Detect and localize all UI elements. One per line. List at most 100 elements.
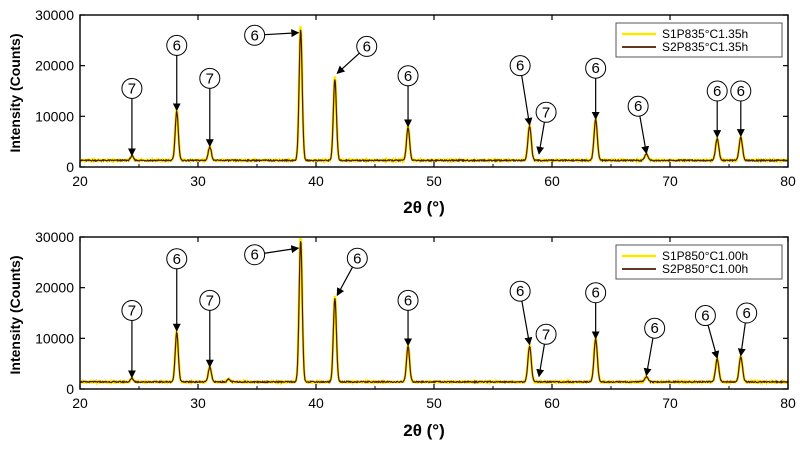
x-tick-label: 80 <box>780 173 796 189</box>
annotation-circle <box>627 95 649 117</box>
annotation-label: 6 <box>701 308 709 325</box>
y-tick-label: 0 <box>66 381 74 397</box>
peak-annotation: 6 <box>397 289 419 347</box>
peak-annotation: 6 <box>706 80 728 139</box>
x-tick-label: 30 <box>190 173 206 189</box>
x-axis-title: 2θ (°) <box>403 198 445 217</box>
annotation-arrow <box>264 245 300 254</box>
panel-1: 20 30 40 50 60 70 80 0 10000 20000 30000 2θ (°) Inte… <box>7 7 796 217</box>
peak-annotation: 7 <box>535 323 557 378</box>
annotation-label: 6 <box>713 83 721 100</box>
peak-annotation: 7 <box>199 67 221 148</box>
annotation-circle <box>730 80 752 102</box>
annotation-circle <box>166 34 188 56</box>
peak-annotation: 6 <box>627 95 650 155</box>
annotation-arrow <box>643 337 654 377</box>
peak-annotation: 7 <box>121 299 143 379</box>
annotation-circle <box>736 302 758 324</box>
x-tick-label: 30 <box>190 395 206 411</box>
annotation-circle <box>397 65 419 87</box>
legend-label-1: S1P850°C1.00h <box>662 249 748 263</box>
peak-annotation: 6 <box>509 55 533 126</box>
annotation-label: 6 <box>743 305 751 322</box>
annotation-circle <box>535 323 557 345</box>
peak-annotation: 6 <box>694 305 720 360</box>
annotation-circle <box>199 289 221 311</box>
annotation-label: 7 <box>542 326 550 343</box>
x-tick-label: 50 <box>426 173 442 189</box>
annotation-arrow <box>536 122 546 155</box>
annotation-label: 6 <box>404 292 412 309</box>
x-tick-label: 80 <box>780 395 796 411</box>
annotation-label: 7 <box>128 302 136 319</box>
y-tick-label: 30000 <box>35 7 74 23</box>
legend-label-2: S2P835°C1.35h <box>662 40 748 54</box>
legend-box <box>615 22 783 58</box>
peak-annotation: 6 <box>397 65 419 128</box>
annotation-arrow <box>336 266 354 297</box>
annotation-arrow <box>521 300 533 346</box>
annotation-circle <box>346 247 368 269</box>
peak-annotation: 7 <box>121 77 143 157</box>
peak-annotation: 6 <box>244 24 300 46</box>
x-tick-label: 40 <box>308 173 324 189</box>
peak-annotation: 6 <box>643 317 666 377</box>
annotation-label: 6 <box>591 60 599 77</box>
annotation-label: 6 <box>363 38 371 55</box>
annotation-arrow <box>737 322 746 357</box>
annotation-circle <box>244 24 266 46</box>
y-tick-label: 20000 <box>35 58 74 74</box>
annotation-circle <box>509 55 531 77</box>
annotation-circle <box>121 77 143 99</box>
annotation-label: 6 <box>516 58 524 75</box>
peak-annotation: 6 <box>585 57 607 120</box>
annotation-circle <box>166 248 188 270</box>
annotation-circle <box>535 101 557 123</box>
peak-annotation: 6 <box>336 35 378 74</box>
peak-annotation: 6 <box>509 280 533 346</box>
annotation-circle <box>706 80 728 102</box>
annotation-circle <box>509 280 531 302</box>
annotation-label: 6 <box>591 285 599 302</box>
series-line-2 <box>79 241 789 384</box>
x-tick-label: 70 <box>662 395 678 411</box>
y-tick-label: 10000 <box>35 330 74 346</box>
peak-annotation: 6 <box>730 80 752 138</box>
panel-2: 20 30 40 50 60 70 80 0 10000 20000 30000 2θ (°) Inte… <box>7 229 796 440</box>
x-tick-label: 40 <box>308 395 324 411</box>
annotation-circle <box>644 317 666 339</box>
annotation-label: 6 <box>634 98 642 115</box>
peak-annotation: 6 <box>244 244 300 266</box>
legend-label-2: S2P850°C1.00h <box>662 262 748 276</box>
x-axis-title: 2θ (°) <box>403 421 445 440</box>
annotation-arrow <box>521 75 533 126</box>
peak-annotation: 6 <box>736 302 758 357</box>
legend-label-1: S1P835°C1.35h <box>662 27 748 41</box>
peak-annotation: 7 <box>535 101 557 155</box>
annotation-arrow <box>536 344 546 378</box>
annotation-circle <box>356 35 378 57</box>
legend-box <box>615 244 783 280</box>
series-line-2 <box>79 29 789 163</box>
annotation-label: 6 <box>516 283 524 300</box>
x-tick-label: 70 <box>662 173 678 189</box>
peak-annotation: 6 <box>585 282 607 340</box>
annotation-arrow <box>639 115 650 155</box>
y-tick-label: 30000 <box>35 229 74 245</box>
annotation-circle <box>244 244 266 266</box>
annotation-circle <box>585 57 607 79</box>
annotation-label: 6 <box>173 251 181 268</box>
peak-annotation: 6 <box>166 248 188 332</box>
annotation-label: 6 <box>250 247 258 264</box>
x-tick-label: 20 <box>72 173 88 189</box>
peak-annotation: 6 <box>336 247 368 297</box>
annotation-label: 6 <box>250 27 258 44</box>
y-tick-label: 20000 <box>35 280 74 296</box>
annotation-circle <box>199 67 221 89</box>
annotation-circle <box>585 282 607 304</box>
annotation-circle <box>121 299 143 321</box>
